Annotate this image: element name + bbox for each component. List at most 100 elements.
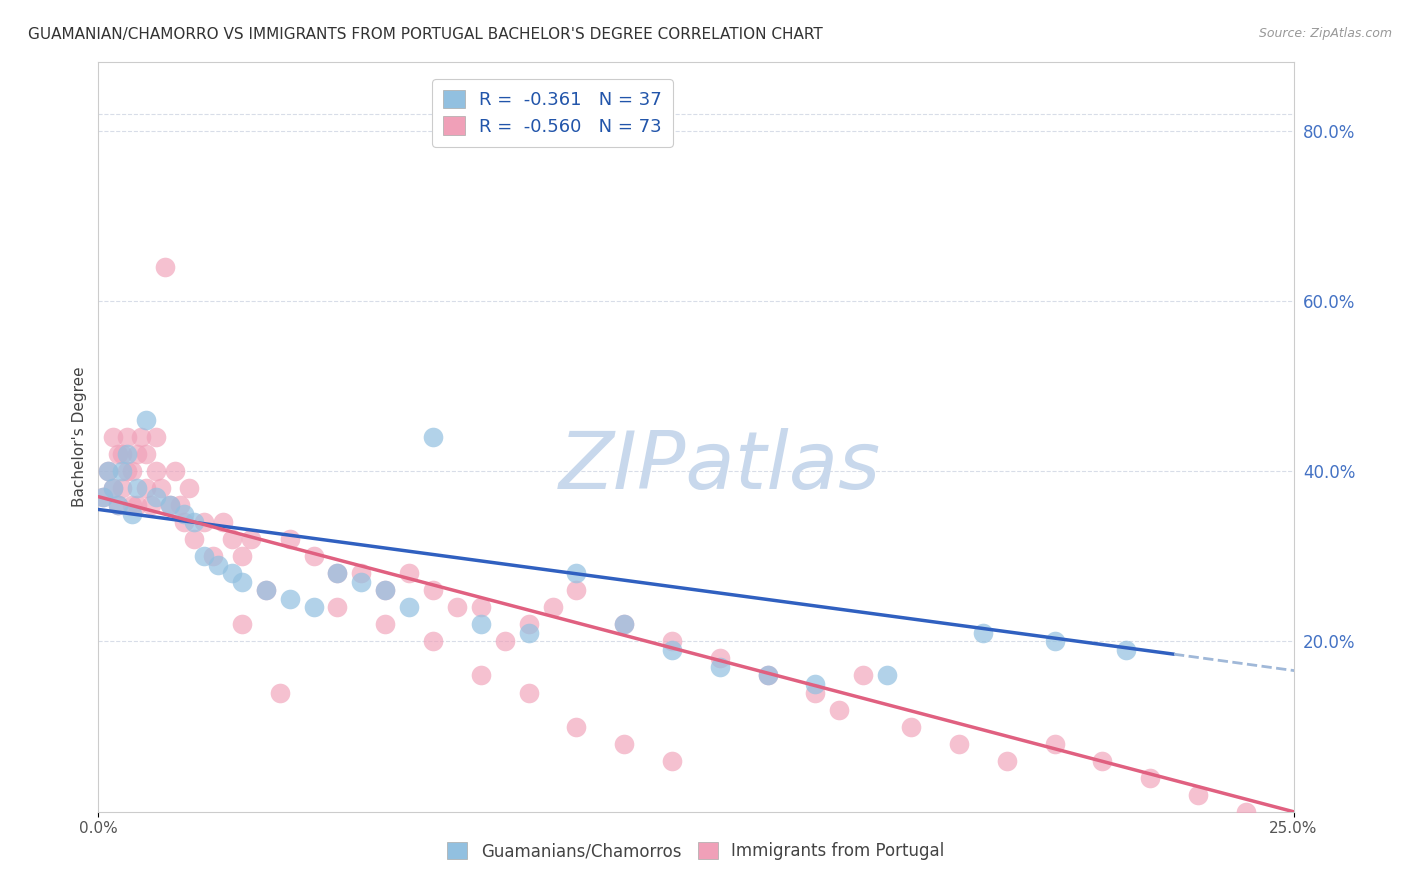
Point	[613, 617, 636, 632]
Point	[121, 507, 143, 521]
Point	[121, 498, 143, 512]
Point	[470, 668, 492, 682]
Point	[107, 498, 129, 512]
Point	[135, 413, 157, 427]
Point	[278, 591, 301, 606]
Point	[254, 583, 277, 598]
Legend: Guamanians/Chamorros, Immigrants from Portugal: Guamanians/Chamorros, Immigrants from Po…	[440, 836, 952, 867]
Point	[613, 617, 636, 632]
Point	[398, 566, 420, 581]
Point	[159, 498, 181, 512]
Point	[135, 481, 157, 495]
Point	[565, 583, 588, 598]
Point	[995, 754, 1018, 768]
Point	[221, 533, 243, 547]
Y-axis label: Bachelor's Degree: Bachelor's Degree	[72, 367, 87, 508]
Point	[111, 464, 134, 478]
Text: ZIPatlas: ZIPatlas	[558, 428, 882, 506]
Point	[326, 600, 349, 615]
Point	[948, 737, 970, 751]
Point	[231, 549, 253, 564]
Point	[828, 702, 851, 716]
Point	[804, 677, 827, 691]
Point	[661, 643, 683, 657]
Point	[193, 515, 215, 529]
Point	[374, 583, 396, 598]
Point	[125, 481, 148, 495]
Point	[756, 668, 779, 682]
Text: Source: ZipAtlas.com: Source: ZipAtlas.com	[1258, 27, 1392, 40]
Point	[111, 481, 134, 495]
Point	[565, 720, 588, 734]
Point	[145, 430, 167, 444]
Point	[231, 617, 253, 632]
Point	[422, 430, 444, 444]
Point	[107, 447, 129, 461]
Point	[1139, 771, 1161, 785]
Point	[422, 583, 444, 598]
Point	[541, 600, 564, 615]
Point	[121, 464, 143, 478]
Point	[101, 481, 124, 495]
Point	[193, 549, 215, 564]
Point	[125, 498, 148, 512]
Point	[613, 737, 636, 751]
Point	[494, 634, 516, 648]
Point	[240, 533, 263, 547]
Point	[302, 549, 325, 564]
Point	[1187, 788, 1209, 802]
Point	[254, 583, 277, 598]
Point	[422, 634, 444, 648]
Point	[517, 626, 540, 640]
Point	[91, 490, 114, 504]
Point	[709, 651, 731, 665]
Point	[101, 430, 124, 444]
Point	[1234, 805, 1257, 819]
Point	[661, 634, 683, 648]
Point	[1043, 737, 1066, 751]
Point	[446, 600, 468, 615]
Point	[1091, 754, 1114, 768]
Point	[97, 464, 120, 478]
Point	[179, 481, 201, 495]
Point	[145, 464, 167, 478]
Point	[470, 617, 492, 632]
Point	[159, 498, 181, 512]
Point	[709, 660, 731, 674]
Point	[207, 558, 229, 572]
Point	[115, 447, 138, 461]
Point	[374, 583, 396, 598]
Point	[145, 490, 167, 504]
Point	[173, 507, 195, 521]
Point	[183, 533, 205, 547]
Point	[374, 617, 396, 632]
Point	[183, 515, 205, 529]
Point	[211, 515, 233, 529]
Point	[91, 490, 114, 504]
Point	[269, 685, 291, 699]
Point	[149, 481, 172, 495]
Point	[139, 498, 162, 512]
Point	[278, 533, 301, 547]
Point	[169, 498, 191, 512]
Point	[326, 566, 349, 581]
Point	[111, 447, 134, 461]
Point	[852, 668, 875, 682]
Point	[131, 430, 153, 444]
Point	[326, 566, 349, 581]
Point	[470, 600, 492, 615]
Point	[1115, 643, 1137, 657]
Point	[163, 464, 186, 478]
Point	[221, 566, 243, 581]
Point	[350, 566, 373, 581]
Point	[661, 754, 683, 768]
Point	[900, 720, 922, 734]
Point	[756, 668, 779, 682]
Point	[115, 464, 138, 478]
Point	[173, 515, 195, 529]
Point	[804, 685, 827, 699]
Point	[155, 260, 177, 274]
Point	[1043, 634, 1066, 648]
Point	[398, 600, 420, 615]
Point	[350, 574, 373, 589]
